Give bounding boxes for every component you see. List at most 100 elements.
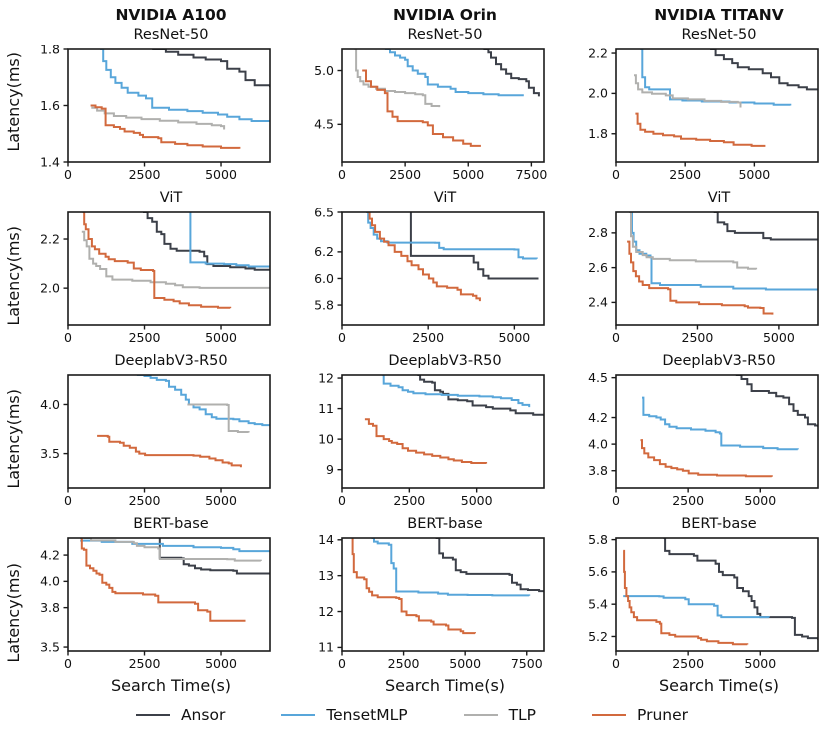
y-tick-label: 4.0 — [40, 574, 60, 589]
y-tick-label: 13 — [318, 568, 334, 583]
x-tick-label: 5000 — [205, 493, 237, 508]
y-tick-label: 6.2 — [314, 244, 334, 259]
x-tick-label: 2500 — [129, 493, 161, 508]
chart-cell-nvidia-orin-bert-base: BERT-base 0 2500 5000 7500 11 12 13 14 Search Tim… — [276, 515, 548, 697]
y-tick-label: 3.5 — [40, 639, 60, 654]
plot-border — [341, 374, 545, 489]
chart-title: ResNet-50 — [407, 27, 483, 43]
series-line-tlp — [83, 538, 262, 562]
chart-plot-nvidia-a100-deeplabv3-r50: 0 2500 5000 3.5 4.0 — [40, 374, 271, 508]
series-line-pruner — [627, 240, 774, 315]
chart-title: ViT — [433, 190, 457, 206]
y-tick-label: 5.8 — [588, 534, 608, 547]
chart-cell-nvidia-orin-vit: ViT 0 2500 5000 5.8 6.0 6.2 6.5 — [276, 189, 548, 348]
x-tick-label: 7500 — [515, 167, 547, 182]
series-line-tensetmlp — [80, 539, 270, 553]
chart-cell-nvidia-titanv-bert-base: BERT-base 0 2500 5000 5.2 5.4 5.6 5.8 Search Tim… — [550, 515, 822, 697]
y-tick-label: 5.4 — [588, 596, 608, 611]
series-line-ansor — [735, 375, 818, 427]
tensetmlp-line-swatch-icon — [281, 714, 316, 716]
chart-title: BERT-base — [407, 516, 483, 532]
series-line-tensetmlp — [366, 212, 538, 260]
x-tick-label: 5000 — [744, 493, 776, 508]
chart-plot-nvidia-titanv-resnet-50: 0 2500 5000 1.8 2.0 2.2 — [588, 45, 819, 182]
y-axis-label: Latency(ms) — [3, 388, 23, 489]
x-tick-label: 0 — [338, 167, 346, 182]
y-tick-label: 4.2 — [588, 410, 608, 425]
y-tick-label: 5.6 — [588, 564, 608, 579]
y-tick-label: 2.0 — [40, 280, 60, 295]
y-label-slot — [550, 352, 572, 511]
series-line-ansor — [483, 49, 540, 97]
y-tick-label: 1.8 — [588, 126, 608, 141]
x-axis-label: Search Time(s) — [384, 676, 506, 695]
x-tick-label: 2500 — [389, 167, 421, 182]
y-tick-label: 4.2 — [40, 547, 60, 562]
y-tick-label: 12 — [318, 371, 334, 385]
legend-item-tensetmlp: TensetMLP — [281, 706, 408, 724]
x-tick-label: 2500 — [129, 330, 161, 345]
series-line-ansor — [143, 212, 270, 271]
x-tick-label: 2500 — [393, 493, 425, 508]
legend-label-ansor: Ansor — [180, 706, 226, 724]
series-line-pruner — [635, 112, 766, 147]
series-line-ansor — [417, 375, 544, 416]
x-tick-label: 0 — [612, 656, 620, 671]
y-tick-label: 4.0 — [40, 397, 60, 412]
plot-border — [615, 374, 819, 489]
x-tick-label: 5000 — [205, 167, 237, 182]
y-axis-label: Latency(ms) — [3, 563, 23, 663]
x-tick-label: 0 — [64, 167, 72, 182]
series-line-ansor — [710, 49, 818, 91]
y-label-slot: Latency(ms) — [2, 189, 24, 348]
y-tick-label: 2.0 — [588, 86, 608, 101]
y-label-slot — [550, 515, 572, 697]
legend-item-pruner: Pruner — [592, 706, 688, 724]
y-tick-label: 4.5 — [588, 371, 608, 385]
plot-border — [341, 48, 545, 163]
y-tick-label: 5.0 — [314, 63, 334, 78]
x-tick-label: 5000 — [763, 330, 795, 345]
series-line-pruner — [364, 418, 488, 464]
y-tick-label: 2.2 — [40, 231, 60, 246]
plot-border — [67, 48, 271, 163]
series-line-tensetmlp — [371, 538, 531, 597]
series-line-pruner — [351, 538, 476, 635]
y-tick-label: 1.8 — [40, 45, 60, 56]
y-tick-label: 2.6 — [588, 260, 608, 275]
y-label-slot — [276, 189, 298, 348]
y-tick-label: 1.6 — [40, 98, 60, 113]
y-label-slot — [276, 515, 298, 697]
figure: Latency(ms) NVIDIA A100 ResNet-50 0 2500 5000… — [2, 6, 822, 724]
y-tick-label: 2.4 — [588, 295, 608, 310]
series-line-ansor — [409, 212, 539, 280]
plot-border — [615, 48, 819, 163]
chart-cell-nvidia-a100-bert-base: Latency(ms) BERT-base 0 2500 5000 3.5 3.8 4.0 4.… — [2, 515, 274, 697]
plot-border — [67, 211, 271, 326]
chart-title: BERT-base — [681, 516, 757, 532]
x-tick-label: 0 — [338, 330, 346, 345]
series-line-tensetmlp — [189, 212, 270, 268]
series-line-tensetmlp — [384, 49, 524, 97]
chart-plot-nvidia-titanv-deeplabv3-r50: 0 2500 5000 3.8 4.0 4.2 4.5 — [588, 371, 819, 508]
series-line-tensetmlp — [382, 375, 531, 408]
series-line-ansor — [158, 538, 270, 575]
y-axis-label: Latency(ms) — [3, 225, 23, 326]
x-tick-label: 2500 — [129, 656, 161, 671]
series-line-pruner — [97, 434, 242, 468]
series-line-pruner — [90, 104, 241, 149]
x-tick-label: 5000 — [461, 493, 493, 508]
plot-border — [615, 211, 819, 326]
ansor-line-swatch-icon — [135, 714, 170, 716]
y-tick-label: 11 — [318, 401, 334, 416]
y-tick-label: 9 — [326, 462, 334, 477]
x-tick-label: 2500 — [388, 656, 420, 671]
chart-title: ResNet-50 — [133, 27, 209, 43]
y-label-slot: Latency(ms) — [2, 515, 24, 697]
series-line-ansor — [713, 212, 818, 241]
series-line-tlp — [629, 212, 758, 270]
chart-cell-nvidia-titanv-deeplabv3-r50: DeeplabV3-R50 0 2500 5000 3.8 4.0 4.2 4.5 — [550, 352, 822, 511]
hardware-column-title: NVIDIA A100 — [115, 6, 227, 24]
series-line-pruner — [80, 538, 246, 622]
x-tick-label: 5000 — [498, 330, 530, 345]
